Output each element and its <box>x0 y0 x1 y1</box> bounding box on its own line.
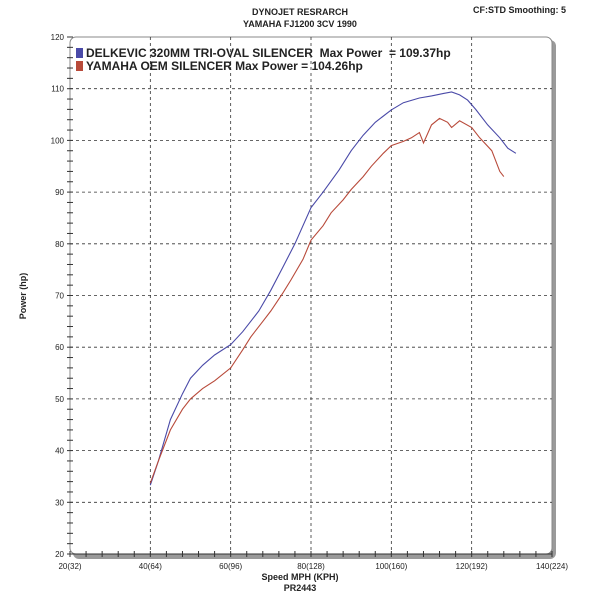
series-line-0 <box>149 91 517 486</box>
y-tick-label: 110 <box>51 85 64 94</box>
chart-subtitle: YAMAHA FJ1200 3CV 1990 <box>243 19 357 29</box>
y-tick-label: 50 <box>55 395 64 404</box>
y-tick-label: 20 <box>55 550 64 559</box>
x-tick-label: 20(32) <box>58 562 81 571</box>
y-tick-label: 90 <box>55 188 64 197</box>
y-axis-label: Power (hp) <box>18 273 28 320</box>
y-tick-label: 30 <box>55 498 64 507</box>
y-tick-label: 100 <box>51 136 65 145</box>
x-tick-label: 100(160) <box>375 562 407 571</box>
corner-note: CF:STD Smoothing: 5 <box>473 5 566 15</box>
x-tick-label: 60(96) <box>219 562 242 571</box>
x-axis-label-2: PR2443 <box>284 583 317 593</box>
x-axis-label: Speed MPH (KPH) <box>261 572 338 582</box>
y-tick-label: 80 <box>55 240 64 249</box>
x-tick-label: 140(224) <box>536 562 568 571</box>
legend-label-0: DELKEVIC 320MM TRI-OVAL SILENCER Max Pow… <box>86 46 451 60</box>
y-tick-label: 60 <box>55 343 64 352</box>
x-tick-label: 80(128) <box>297 562 325 571</box>
y-tick-label: 120 <box>51 33 65 42</box>
y-tick-label: 40 <box>55 447 64 456</box>
x-tick-label: 40(64) <box>139 562 162 571</box>
legend-swatch-0 <box>76 48 83 58</box>
series-line-1 <box>149 117 505 484</box>
chart-title: DYNOJET RESRARCH <box>252 7 348 17</box>
x-tick-label: 120(192) <box>456 562 488 571</box>
legend-swatch-1 <box>76 61 83 71</box>
y-tick-label: 70 <box>55 292 64 301</box>
legend-label-1: YAMAHA OEM SILENCER Max Power = 104.26hp <box>86 59 363 73</box>
